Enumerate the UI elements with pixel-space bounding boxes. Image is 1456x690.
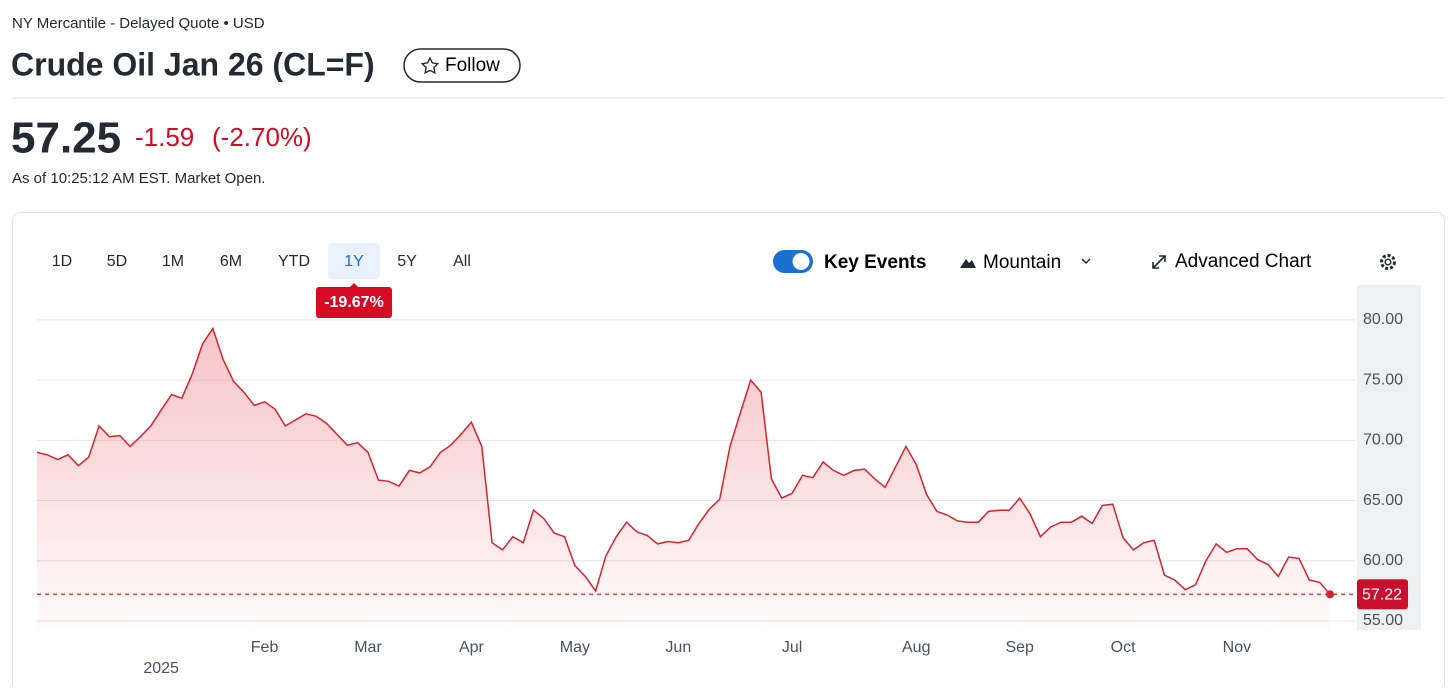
range-label: 1D — [52, 253, 72, 270]
chevron — [1081, 258, 1091, 265]
star-icon — [420, 56, 440, 75]
chart-style-label: Mountain — [983, 252, 1061, 273]
title: Crude Oil Jan 26 (CL=F) — [11, 46, 375, 82]
advanced-chart-label: Advanced Chart — [1175, 251, 1312, 272]
exchange-note: NY Mercantile - Delayed Quote • USD — [12, 15, 265, 32]
range-buttons: 1D 5D 1M 6M YTD -19.67% 1Y 5Y All — [52, 243, 471, 318]
last-price-label: 57.22 — [1362, 586, 1402, 603]
follow-label: Follow — [445, 55, 500, 76]
x-tick-label: Aug — [902, 639, 930, 656]
as-of: As of 10:25:12 AM EST. Market Open. — [12, 170, 265, 187]
range-change: -19.67% — [324, 294, 384, 311]
x-tick-label: Oct — [1111, 639, 1136, 656]
range-button[interactable]: 1D — [52, 253, 72, 270]
expand-icon — [1152, 255, 1166, 269]
range-button[interactable]: 1M — [162, 253, 184, 270]
key-events-toggle[interactable]: Key Events — [773, 250, 926, 273]
gear-hole — [1384, 258, 1392, 266]
x-tick-label: Nov — [1223, 639, 1251, 656]
area — [37, 328, 1330, 630]
range-button[interactable]: -19.67% 1Y — [316, 243, 392, 318]
y-axis-panel — [1357, 285, 1421, 630]
y-tick-label: 70.00 — [1363, 432, 1403, 449]
range-button[interactable]: 5Y — [397, 253, 417, 270]
x-tick-label: May — [560, 639, 590, 656]
follow-button[interactable]: Follow — [403, 48, 521, 83]
y-tick-label: 80.00 — [1363, 311, 1403, 328]
range-label: YTD — [278, 253, 310, 270]
y-tick-label: 60.00 — [1363, 552, 1403, 569]
key-events-label: Key Events — [824, 252, 926, 273]
x-tick-label: Jul — [782, 639, 802, 656]
settings-button[interactable] — [1380, 254, 1396, 270]
x-tick-label: Feb — [251, 639, 279, 656]
year-label: 2025 — [143, 660, 179, 677]
range-label: 5Y — [397, 253, 417, 270]
price: 57.25 — [11, 114, 121, 163]
price-line — [36, 326, 1331, 595]
range-button[interactable]: 5D — [107, 253, 127, 270]
range-label: 1Y — [344, 253, 364, 270]
range-button[interactable]: All — [453, 253, 471, 270]
x-tick-label: Mar — [354, 639, 382, 656]
change: -1.59 — [135, 122, 194, 152]
toggle-knob — [792, 253, 810, 270]
plot: 55.00 60.00 65.00 70.00 75.00 80.00 57.22 Feb Ma… — [36, 311, 1408, 677]
range-button[interactable]: 6M — [220, 253, 242, 270]
gear-teeth — [1380, 254, 1396, 270]
follow-outline — [403, 48, 521, 83]
mountain-icon — [960, 259, 976, 268]
last-price-dot — [1326, 590, 1334, 599]
range-selected-bg — [328, 243, 380, 279]
range-change-badge — [316, 287, 392, 318]
range-button[interactable]: YTD — [278, 253, 310, 270]
range-label: 6M — [220, 253, 242, 270]
range-change-pointer — [349, 283, 359, 288]
range-label: 5D — [107, 253, 127, 270]
y-tick-label: 55.00 — [1363, 612, 1403, 629]
last-price-tag — [1357, 579, 1408, 610]
x-tick-label: Jun — [665, 639, 691, 656]
x-tick-label: Sep — [1005, 639, 1034, 656]
range-label: All — [453, 253, 471, 270]
x-tick-label: Apr — [459, 639, 485, 656]
y-tick-label: 75.00 — [1363, 371, 1403, 388]
y-tick-label: 65.00 — [1363, 492, 1403, 509]
chart-style-menu[interactable]: Mountain — [960, 252, 1091, 273]
advanced-chart-link[interactable]: Advanced Chart — [1152, 251, 1312, 272]
change-percent: (-2.70%) — [212, 122, 312, 152]
range-label: 1M — [162, 253, 184, 270]
